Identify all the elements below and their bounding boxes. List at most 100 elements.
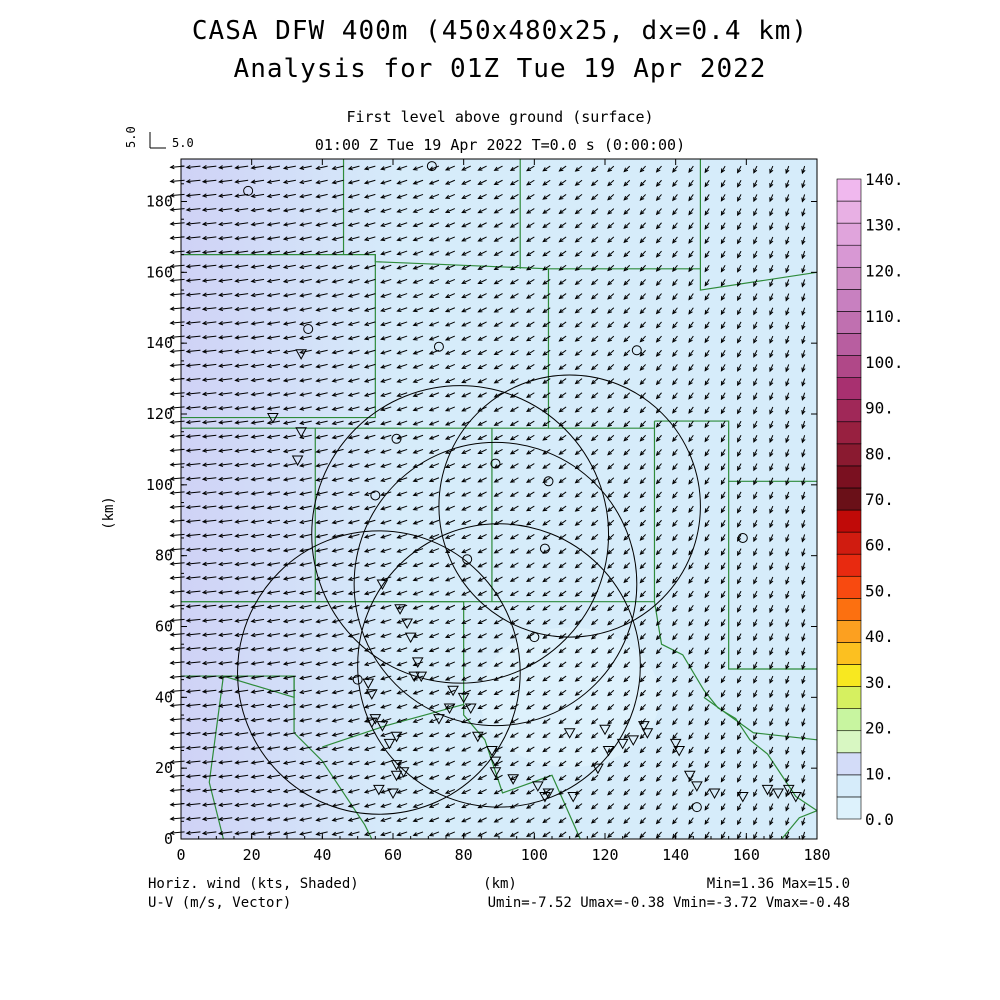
wind-vector-head-1081 xyxy=(169,448,175,453)
wind-vector-head-232 xyxy=(672,762,677,768)
wind-vector-head-777 xyxy=(428,563,434,568)
wind-vector-head-1229 xyxy=(623,408,629,414)
wind-vector-1508 xyxy=(607,307,615,314)
wind-vector-head-468 xyxy=(607,677,612,683)
wind-vector-211 xyxy=(332,760,344,765)
wind-vector-1824 xyxy=(542,194,551,200)
wind-vector-1141 xyxy=(494,434,503,440)
wind-vector-8 xyxy=(283,831,296,835)
wind-vector-head-856 xyxy=(412,534,418,539)
wind-vector-head-1388 xyxy=(607,351,612,357)
wind-vector-head-1233 xyxy=(688,408,693,414)
wind-vector-427 xyxy=(591,689,599,696)
wind-vector-1848 xyxy=(283,179,296,184)
wind-vector-head-1791 xyxy=(655,210,661,216)
wind-vector-head-697 xyxy=(428,591,434,596)
wind-vector-head-158 xyxy=(769,792,774,798)
wind-vector-head-1110 xyxy=(639,451,645,456)
wind-vector-head-778 xyxy=(444,563,451,568)
wind-vector-1029 xyxy=(623,477,631,484)
wind-vector-head-62 xyxy=(509,818,515,823)
wind-vector-head-947 xyxy=(590,507,596,512)
wind-vector-head-692 xyxy=(347,590,353,596)
wind-vector-309 xyxy=(623,732,631,739)
wind-vector-71 xyxy=(656,817,662,824)
wind-vector-head-481 xyxy=(169,660,175,666)
wind-vector-335 xyxy=(397,718,408,723)
wind-vector-head-1587 xyxy=(590,280,596,286)
wind-vector-head-1227 xyxy=(590,408,596,413)
wind-vector-628 xyxy=(607,619,615,626)
wind-vector-head-1298 xyxy=(444,379,451,384)
wind-vector-764 xyxy=(219,562,233,565)
wind-vector-head-1755 xyxy=(720,225,726,231)
wind-vector-head-889 xyxy=(299,519,305,525)
wind-vector-head-1686 xyxy=(250,236,256,241)
wind-vector-head-431 xyxy=(655,691,661,697)
wind-vector-1292 xyxy=(348,378,360,382)
wind-vector-765 xyxy=(235,562,249,566)
wind-vector-1902 xyxy=(510,165,519,171)
wind-vector-head-1780 xyxy=(477,209,483,214)
colorbar-cell-6 xyxy=(836,686,862,709)
wind-vector-157 xyxy=(753,789,758,797)
wind-vector-head-596 xyxy=(737,636,742,642)
wind-vector-1168 xyxy=(283,420,296,424)
wind-vector-head-1376 xyxy=(412,350,418,355)
wind-vector-head-1054 xyxy=(380,463,386,468)
wind-vector-head-1808 xyxy=(282,193,288,199)
wind-vector-head-1778 xyxy=(444,209,451,214)
wind-vector-1558 xyxy=(769,293,774,301)
station-triangle-45 xyxy=(641,728,654,739)
wind-vector-head-109 xyxy=(623,805,629,810)
wind-vector-head-1799 xyxy=(785,211,790,217)
wind-vector-head-1212 xyxy=(347,406,353,412)
wind-vector-head-993 xyxy=(688,493,693,499)
wind-vector-head-440 xyxy=(801,693,806,699)
wind-vector-850 xyxy=(316,533,328,538)
wind-vector-head-92 xyxy=(347,803,353,808)
wind-vector-812 xyxy=(348,548,360,552)
wind-vector-516 xyxy=(737,661,742,669)
wind-vector-head-997 xyxy=(753,494,758,500)
wind-vector-1503 xyxy=(526,307,535,313)
wind-vector-910 xyxy=(640,519,646,527)
wind-vector-head-1801 xyxy=(169,193,175,198)
wind-vector-1438 xyxy=(769,335,774,344)
wind-vector-396 xyxy=(737,704,742,712)
wind-vector-head-1777 xyxy=(428,208,434,214)
wind-vector-1417 xyxy=(429,335,440,341)
wind-vector-head-457 xyxy=(428,676,434,681)
wind-vector-1645 xyxy=(235,250,249,254)
wind-vector-head-551 xyxy=(655,649,661,655)
colorbar-cell-25 xyxy=(836,266,862,290)
wind-vector-head-555 xyxy=(720,650,726,656)
wind-vector-head-1059 xyxy=(461,464,467,469)
wind-vector-head-267 xyxy=(590,748,596,753)
wind-vector-head-312 xyxy=(672,734,677,740)
wind-vector-799 xyxy=(785,562,790,570)
wind-vector-head-1187 xyxy=(590,422,596,427)
wind-vector-head-1582 xyxy=(509,280,515,285)
wind-vector-524 xyxy=(219,647,233,650)
wind-vector-head-613 xyxy=(363,619,370,624)
wind-vector-1312 xyxy=(672,378,678,385)
wind-vector-752 xyxy=(672,576,678,584)
wind-vector-1393 xyxy=(688,349,694,357)
wind-vector-head-1753 xyxy=(688,224,693,230)
wind-vector-head-882 xyxy=(185,519,191,524)
wind-vector-head-490 xyxy=(315,661,321,666)
wind-vector-head-525 xyxy=(234,646,240,652)
wind-vector-1078 xyxy=(769,463,774,471)
wind-vector-1206 xyxy=(251,406,265,410)
wind-vector-head-1610 xyxy=(315,264,321,270)
wind-vector-810 xyxy=(316,548,328,552)
wind-vector-801 xyxy=(170,548,185,551)
wind-vector-1696 xyxy=(413,236,424,241)
wind-vector-head-611 xyxy=(331,619,337,624)
wind-vector-464 xyxy=(542,675,551,682)
wind-vector-head-712 xyxy=(672,592,677,598)
wind-vector-head-438 xyxy=(769,693,774,699)
wind-vector-701 xyxy=(494,590,503,596)
wind-vector-1690 xyxy=(316,236,328,240)
